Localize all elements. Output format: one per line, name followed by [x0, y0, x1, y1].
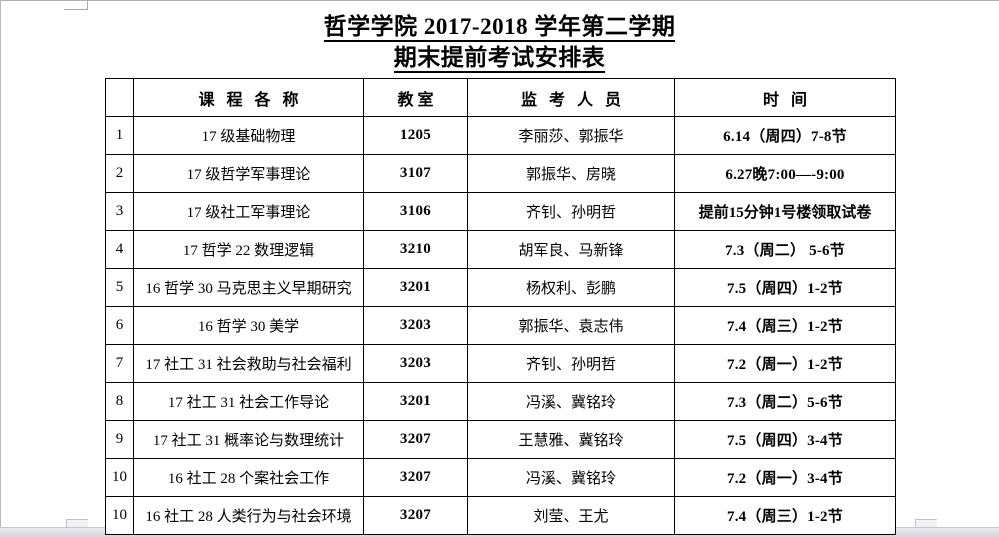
cell-time: 7.2（周一）3-4节 — [674, 458, 896, 497]
cell-time: 7.4（周三）1-2节 — [674, 496, 896, 535]
table-row: 3 17 级社工军事理论 3106 齐钊、孙明哲 提前15分钟1号楼领取试卷 — [105, 192, 896, 231]
cell-room: 3201 — [363, 382, 468, 421]
table-row: 7 17 社工 31 社会救助与社会福利 3203 齐钊、孙明哲 7.2（周一）1-2节 — [105, 344, 896, 383]
exam-schedule-table: 课 程 各 称 教室 监 考 人 员 时 间 1 17 级基础物理 1205 李丽莎、… — [105, 78, 896, 535]
cell-index: 8 — [105, 382, 134, 421]
cell-index: 10 — [105, 496, 134, 535]
cell-time: 7.5（周四）3-4节 — [674, 420, 896, 459]
cell-proctors: 杨权利、彭鹏 — [467, 268, 675, 307]
cell-course-name: 16 哲学 30 美学 — [133, 306, 364, 345]
cell-course-name: 16 社工 28 人类行为与社会环境 — [133, 496, 364, 535]
cell-proctors: 郭振华、房晓 — [467, 154, 675, 193]
column-header-time: 时 间 — [674, 78, 896, 117]
column-header-proctors: 监 考 人 员 — [467, 78, 675, 117]
table-header-row: 课 程 各 称 教室 监 考 人 员 时 间 — [105, 78, 896, 117]
cell-time: 7.5（周四）1-2节 — [674, 268, 896, 307]
cell-time: 7.4（周三）1-2节 — [674, 306, 896, 345]
cell-course-name: 17 社工 31 概率论与数理统计 — [133, 420, 364, 459]
cell-course-name: 16 哲学 30 马克思主义早期研究 — [133, 268, 364, 307]
cell-course-name: 17 级社工军事理论 — [133, 192, 364, 231]
table-row: 10 16 社工 28 人类行为与社会环境 3207 刘莹、王尤 7.4（周三）1-2节 — [105, 496, 896, 535]
cell-course-name: 17 社工 31 社会工作导论 — [133, 382, 364, 421]
cell-course-name: 16 社工 28 个案社会工作 — [133, 458, 364, 497]
table-row: 2 17 级哲学军事理论 3107 郭振华、房晓 6.27晚7:00—-9:00 — [105, 154, 896, 193]
cell-proctors: 冯溪、冀铭玲 — [467, 382, 675, 421]
cell-room: 3207 — [363, 496, 468, 535]
table-row: 6 16 哲学 30 美学 3203 郭振华、袁志伟 7.4（周三）1-2节 — [105, 306, 896, 345]
cell-room: 3207 — [363, 458, 468, 497]
cell-room: 1205 — [363, 116, 468, 155]
cell-index: 1 — [105, 116, 134, 155]
cell-time: 6.14（周四）7-8节 — [674, 116, 896, 155]
cell-time: 6.27晚7:00—-9:00 — [674, 154, 896, 193]
document-title-line-1: 哲学学院 2017-2018 学年第二学期 — [0, 11, 999, 42]
cell-time: 提前15分钟1号楼领取试卷 — [674, 192, 896, 231]
cell-index: 3 — [105, 192, 134, 231]
cell-index: 4 — [105, 230, 134, 269]
table-row: 1 17 级基础物理 1205 李丽莎、郭振华 6.14（周四）7-8节 — [105, 116, 896, 155]
cell-proctors: 胡军良、马新锋 — [467, 230, 675, 269]
window-frame-bottom-notch-right — [915, 519, 937, 527]
document-title-line-1-text: 哲学学院 2017-2018 学年第二学期 — [323, 14, 676, 42]
exam-schedule-table-wrapper: 课 程 各 称 教室 监 考 人 员 时 间 1 17 级基础物理 1205 李丽莎、… — [105, 78, 896, 535]
cell-course-name: 17 社工 31 社会救助与社会福利 — [133, 344, 364, 383]
table-body: 1 17 级基础物理 1205 李丽莎、郭振华 6.14（周四）7-8节 2 17 级哲学军… — [105, 116, 896, 535]
column-header-room: 教室 — [363, 78, 468, 117]
cell-index: 10 — [105, 458, 134, 497]
table-row: 8 17 社工 31 社会工作导论 3201 冯溪、冀铭玲 7.3（周二）5-6节 — [105, 382, 896, 421]
cell-index: 9 — [105, 420, 134, 459]
table-header: 课 程 各 称 教室 监 考 人 员 时 间 — [105, 78, 896, 117]
cell-proctors: 郭振华、袁志伟 — [467, 306, 675, 345]
cell-room: 3210 — [363, 230, 468, 269]
window-frame-top-notch — [64, 1, 88, 10]
cell-index: 2 — [105, 154, 134, 193]
column-header-index — [105, 78, 134, 117]
cell-room: 3201 — [363, 268, 468, 307]
window-frame-bottom-notch-left — [66, 519, 88, 527]
table-row: 5 16 哲学 30 马克思主义早期研究 3201 杨权利、彭鹏 7.5（周四）1-2节 — [105, 268, 896, 307]
window-frame-top-edge — [0, 0, 999, 1]
cell-room: 3203 — [363, 306, 468, 345]
document-title-line-2-text: 期末提前考试安排表 — [393, 45, 606, 73]
table-row: 10 16 社工 28 个案社会工作 3207 冯溪、冀铭玲 7.2（周一）3-4节 — [105, 458, 896, 497]
cell-proctors: 王慧雅、冀铭玲 — [467, 420, 675, 459]
document-title-block: 哲学学院 2017-2018 学年第二学期 期末提前考试安排表 — [0, 11, 999, 73]
cell-room: 3203 — [363, 344, 468, 383]
cell-proctors: 李丽莎、郭振华 — [467, 116, 675, 155]
cell-proctors: 刘莹、王尤 — [467, 496, 675, 535]
cell-course-name: 17 级哲学军事理论 — [133, 154, 364, 193]
cell-proctors: 冯溪、冀铭玲 — [467, 458, 675, 497]
cell-room: 3107 — [363, 154, 468, 193]
column-header-course: 课 程 各 称 — [133, 78, 364, 117]
cell-time: 7.3（周二） 5-6节 — [674, 230, 896, 269]
cell-time: 7.3（周二）5-6节 — [674, 382, 896, 421]
cell-proctors: 齐钊、孙明哲 — [467, 344, 675, 383]
document-title-line-2: 期末提前考试安排表 — [0, 42, 999, 73]
table-row: 9 17 社工 31 概率论与数理统计 3207 王慧雅、冀铭玲 7.5（周四）3-4节 — [105, 420, 896, 459]
cell-index: 7 — [105, 344, 134, 383]
cell-course-name: 17 级基础物理 — [133, 116, 364, 155]
table-row: 4 17 哲学 22 数理逻辑 3210 胡军良、马新锋 7.3（周二） 5-6节 — [105, 230, 896, 269]
cell-time: 7.2（周一）1-2节 — [674, 344, 896, 383]
cell-index: 5 — [105, 268, 134, 307]
cell-course-name: 17 哲学 22 数理逻辑 — [133, 230, 364, 269]
cell-index: 6 — [105, 306, 134, 345]
cell-proctors: 齐钊、孙明哲 — [467, 192, 675, 231]
window-frame-left-edge — [0, 0, 1, 537]
cell-room: 3106 — [363, 192, 468, 231]
cell-room: 3207 — [363, 420, 468, 459]
